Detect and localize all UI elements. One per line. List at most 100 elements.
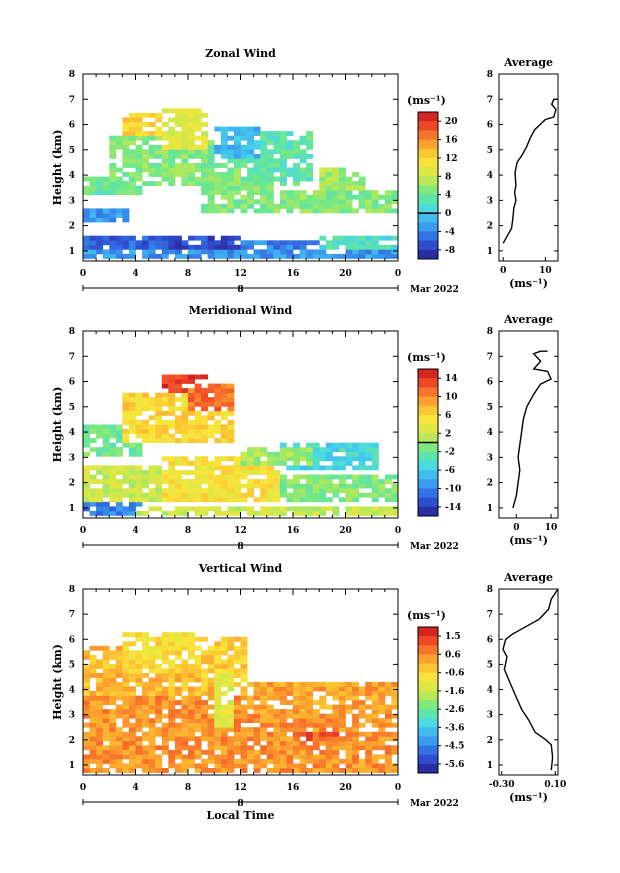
heatmap-cell [273,483,281,489]
heatmap-cell [109,722,117,728]
heatmap-cell [135,659,143,665]
heatmap-cell [247,158,255,164]
heatmap-cell [142,392,150,398]
heatmap-cell [220,758,228,764]
heatmap-cell [207,470,215,475]
heatmap-cell [148,474,156,480]
heatmap-cell [233,460,241,466]
colorbar-swatch [418,148,438,159]
heatmap-cell [378,194,386,200]
heatmap-cell [286,244,294,250]
heatmap-cell [345,235,353,241]
heatmap-cell [188,122,195,127]
heatmap-cell [148,749,156,755]
heatmap-cell [384,722,392,728]
heatmap-cell [338,185,346,191]
heatmap-cell [220,713,228,719]
heatmap-cell [181,153,189,159]
heatmap-cell [227,659,235,665]
heatmap-cell [168,406,176,412]
heatmap-cell [89,663,97,669]
colorbar-tick-label: 0 [445,209,451,219]
heatmap-cell [293,451,300,457]
heatmap-cell [181,108,189,114]
heatmap-cell [181,686,189,692]
heatmap-cell [194,410,202,416]
heatmap-cell [247,510,255,516]
heatmap-cell [391,704,399,710]
heatmap-cell [286,686,294,692]
heatmap-cell [286,506,294,512]
heatmap-cell [188,429,195,434]
heatmap-cell [220,470,228,475]
heatmap-cell [306,208,314,214]
heatmap-cell [378,483,386,489]
y-tick-label: 7 [69,95,75,105]
heatmap-cell [240,185,248,191]
heatmap-cell [319,456,327,462]
heatmap-cell [240,497,248,503]
heatmap-cell [201,718,209,724]
heatmap-cell [240,131,248,136]
heatmap-cell [260,172,268,177]
colorbar-swatch [418,681,438,692]
heatmap-cell [174,641,182,647]
heatmap-cell [89,253,97,259]
heatmap-cell [319,451,327,457]
heatmap-cell [115,686,123,692]
heatmap-cell [299,488,307,494]
heatmap-cell [279,718,287,724]
heatmap-cell [332,167,340,173]
heatmap-cell [96,663,104,669]
heatmap-cell [207,677,215,683]
heatmap-cell [168,497,176,503]
heatmap-cell [260,479,268,484]
heatmap-cell [115,249,123,255]
heatmap-cell [345,488,353,494]
heatmap-cell [102,424,110,430]
heatmap-cell [135,727,143,733]
heatmap-cell [391,474,399,480]
heatmap-cell [233,673,241,678]
heatmap-cell [89,249,97,255]
heatmap-cell [286,700,294,705]
heatmap-cell [312,768,320,773]
profile-y-tick-label: 6 [487,635,493,645]
heatmap-cell [188,763,195,769]
heatmap-cell [273,203,281,209]
heatmap-cell [122,713,130,719]
heatmap-cell [306,253,314,259]
heatmap-cell [338,442,346,448]
heatmap-cell [273,474,281,480]
heatmap-cell [352,768,360,773]
heatmap-cell [233,736,241,742]
heatmap-cell [266,194,274,200]
heatmap-cell [286,190,294,196]
heatmap-cell [168,167,176,173]
heatmap-cell [306,203,314,209]
heatmap-cell [312,194,320,200]
heatmap-cell [161,673,169,678]
heatmap-cell [128,677,136,683]
heatmap-cell [168,718,176,724]
heatmap-cell [83,663,90,669]
heatmap-cell [174,172,182,177]
colorbar-swatch [418,231,438,242]
heatmap-cell [220,456,228,462]
heatmap-cell [96,510,104,516]
heatmap-cell [188,176,195,182]
heatmap-cell [168,709,176,714]
heatmap-cell [174,108,182,114]
heatmap-cell [220,388,228,393]
heatmap-cell [233,492,241,498]
heatmap-cell [233,704,241,710]
heatmap-cell [358,763,366,769]
colorbar-tick-label: 0.6 [445,650,461,660]
heatmap-cell [260,185,268,191]
heatmap-cell [148,768,156,773]
y-tick-label: 8 [69,70,75,80]
heatmap-cell [83,240,90,246]
colorbar-tick-label: -0.6 [445,669,464,679]
heatmap-cell [122,392,130,398]
heatmap-cell [181,149,189,155]
